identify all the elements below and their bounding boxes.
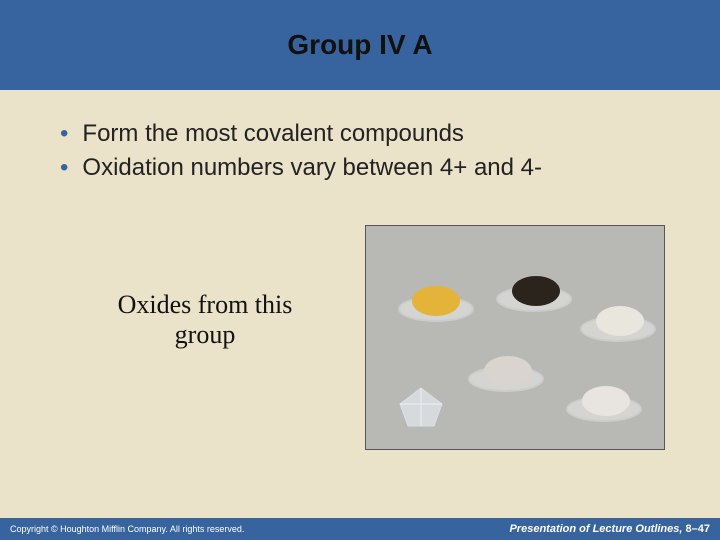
bullet-dot-icon: •: [60, 120, 68, 148]
slide: Group IV A • Form the most covalent comp…: [0, 0, 720, 540]
footer-page-ref: Presentation of Lecture Outlines, 8–47: [509, 523, 710, 535]
oxide-powder: [582, 386, 630, 416]
bullet-item: • Form the most covalent compounds: [60, 120, 680, 148]
bullet-item: • Oxidation numbers vary between 4+ and …: [60, 154, 680, 182]
figure-caption: Oxides from this group: [90, 290, 320, 350]
body-area: • Form the most covalent compounds • Oxi…: [0, 90, 720, 182]
slide-title: Group IV A: [287, 29, 432, 61]
bullet-text: Oxidation numbers vary between 4+ and 4-: [82, 154, 542, 182]
footer-doc-title: Presentation of Lecture Outlines,: [509, 523, 685, 535]
title-band: Group IV A: [0, 0, 720, 90]
oxide-powder: [596, 306, 644, 336]
copyright-text: Copyright © Houghton Mifflin Company. Al…: [10, 524, 244, 534]
oxide-powder: [412, 286, 460, 316]
oxide-powder: [484, 356, 532, 386]
bullet-dot-icon: •: [60, 154, 68, 182]
bullet-text: Form the most covalent compounds: [82, 120, 464, 148]
footer-page-number: 8–47: [686, 523, 710, 535]
crystal-icon: [396, 386, 446, 430]
footer-bar: Copyright © Houghton Mifflin Company. Al…: [0, 518, 720, 540]
oxide-photo: [365, 225, 665, 450]
oxide-powder: [512, 276, 560, 306]
